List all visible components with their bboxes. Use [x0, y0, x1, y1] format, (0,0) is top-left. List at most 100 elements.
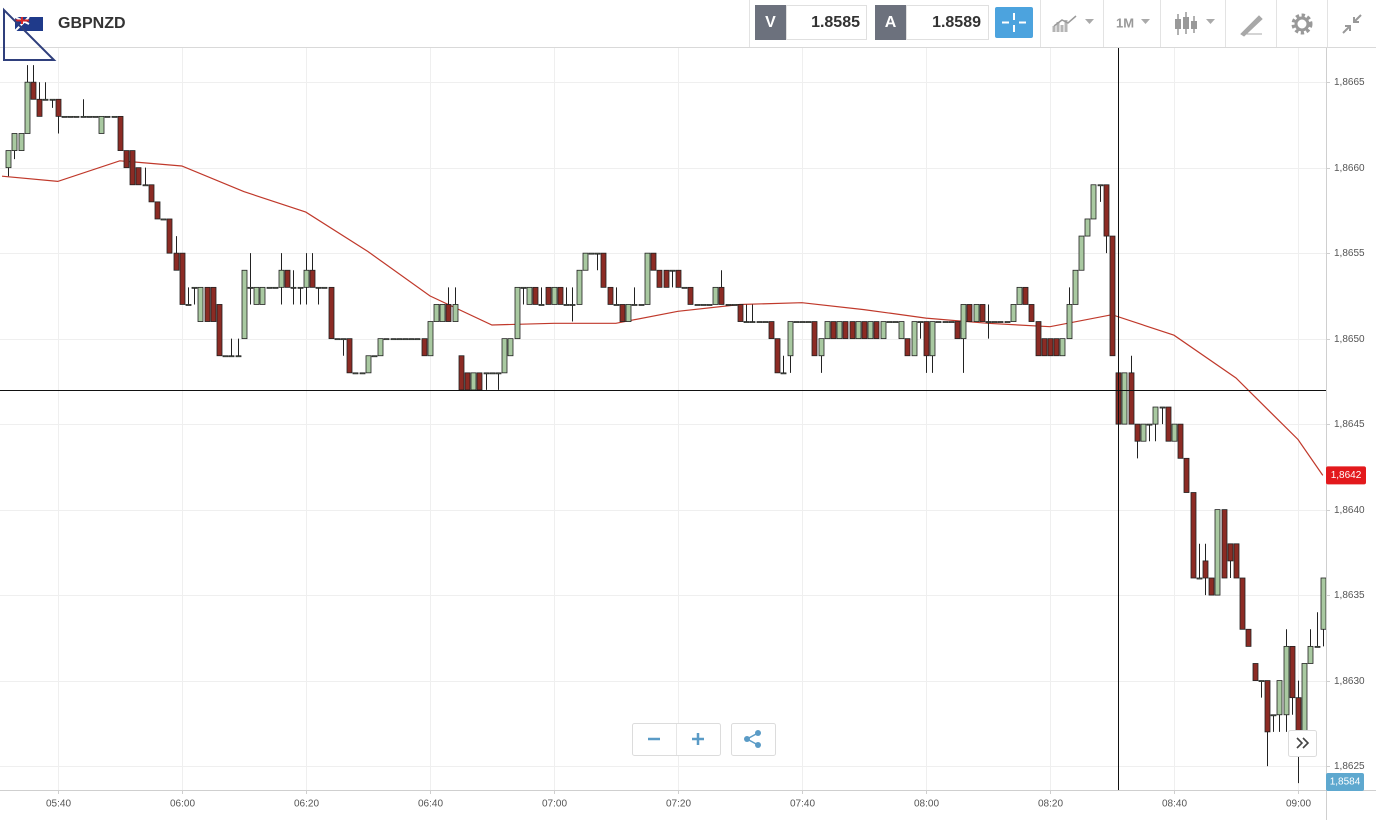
- candle-body: [576, 269, 583, 305]
- candle-body: [569, 304, 576, 306]
- candle-body: [1233, 543, 1240, 579]
- symbol: GBPNZD: [58, 15, 126, 32]
- candle-body: [173, 252, 180, 271]
- candle-body: [948, 321, 955, 323]
- candle-body: [768, 321, 775, 340]
- candle-style-button[interactable]: [1175, 12, 1215, 35]
- candle-body: [997, 321, 1004, 323]
- candle-body: [712, 286, 719, 305]
- y-tick-label: 1,8635: [1334, 590, 1365, 601]
- candle-body: [973, 304, 980, 322]
- candle-body: [216, 304, 223, 357]
- candle-body: [836, 321, 843, 340]
- candle-body: [98, 115, 105, 134]
- candle-body: [960, 304, 967, 340]
- bottom-badge-label: 1,8584: [1330, 777, 1361, 788]
- candle-body: [1314, 645, 1321, 648]
- crosshair-button[interactable]: [995, 7, 1033, 38]
- candle-body: [272, 286, 279, 289]
- chart-type-button[interactable]: [1052, 15, 1094, 32]
- x-tick-label: 08:00: [914, 799, 939, 810]
- y-tick-label: 1,8650: [1334, 334, 1365, 345]
- candle-body: [36, 98, 43, 117]
- candle-body: [458, 355, 465, 391]
- candle-body: [427, 321, 434, 357]
- candle-body: [694, 304, 701, 306]
- candle-body: [929, 321, 936, 357]
- candle-body: [328, 286, 335, 340]
- candle-body: [557, 286, 564, 305]
- candle-body: [439, 304, 446, 322]
- candle-body: [111, 115, 118, 118]
- share-box[interactable]: [731, 723, 776, 756]
- zoom-controls: [632, 723, 1317, 757]
- candle-body: [799, 321, 806, 323]
- x-tick-label: 06:20: [294, 799, 319, 810]
- price-badge: [1326, 466, 1366, 485]
- candle-body: [594, 252, 601, 255]
- candle-body: [204, 286, 211, 322]
- candle-body: [1183, 457, 1190, 493]
- candle-body: [687, 286, 694, 305]
- candle-body: [538, 304, 545, 306]
- candle-body: [1053, 338, 1060, 357]
- ask-box[interactable]: [906, 5, 989, 40]
- candle-body: [1121, 372, 1128, 425]
- candle-body: [235, 355, 242, 358]
- candle-body: [1320, 577, 1327, 630]
- candle-body: [756, 321, 763, 323]
- candle-body: [1258, 680, 1265, 682]
- candle-body: [489, 372, 496, 375]
- candle-body: [526, 286, 533, 305]
- bid-box[interactable]: [786, 5, 867, 40]
- corner-triangle[interactable]: [3, 7, 57, 61]
- ask-tag-box[interactable]: [875, 5, 906, 40]
- candle-body: [1295, 697, 1302, 733]
- draw-button[interactable]: [1240, 15, 1263, 37]
- candle-body: [284, 269, 291, 288]
- candle-body: [185, 304, 192, 306]
- candle-body: [942, 321, 949, 323]
- candle-body: [1078, 235, 1085, 271]
- candle-body: [383, 338, 390, 341]
- candle-body: [1165, 406, 1172, 442]
- candle-body: [793, 321, 800, 323]
- x-tick-label: 07:00: [542, 799, 567, 810]
- candle-body: [402, 338, 409, 341]
- candle-body: [805, 321, 812, 323]
- candle-body: [830, 321, 837, 340]
- candle-body: [241, 269, 248, 340]
- period-button[interactable]: 1M: [1116, 15, 1134, 30]
- candle-body: [774, 338, 781, 374]
- candle-body: [886, 321, 893, 323]
- candle-body: [607, 286, 614, 305]
- candle-body: [1301, 663, 1308, 733]
- settings-button[interactable]: [1291, 13, 1313, 35]
- candle-body: [67, 115, 74, 118]
- candle-body: [663, 269, 670, 288]
- y-tick-label: 1,8630: [1334, 676, 1365, 687]
- candle-body: [135, 167, 142, 186]
- candle-body: [904, 338, 911, 357]
- candle-body: [191, 286, 198, 289]
- candle-body: [129, 150, 136, 186]
- zoom-in-button[interactable]: [692, 733, 704, 745]
- bid-tag-box[interactable]: [755, 5, 786, 40]
- candle-body: [780, 372, 787, 375]
- candle-body: [210, 286, 217, 322]
- candle-body: [334, 338, 341, 341]
- candle-body: [297, 286, 304, 289]
- candle-body: [1047, 338, 1054, 357]
- candle-body: [1214, 509, 1221, 596]
- candle-body: [253, 286, 260, 305]
- candle-body: [979, 304, 986, 322]
- candle-body: [396, 338, 403, 341]
- candle-body: [880, 321, 887, 340]
- collapse-button[interactable]: [1342, 14, 1362, 34]
- candle-body: [346, 338, 353, 374]
- candle-body: [228, 355, 235, 358]
- candle-body: [80, 115, 87, 118]
- candle-body: [669, 269, 676, 272]
- y-tick-label: 1,8640: [1334, 505, 1365, 516]
